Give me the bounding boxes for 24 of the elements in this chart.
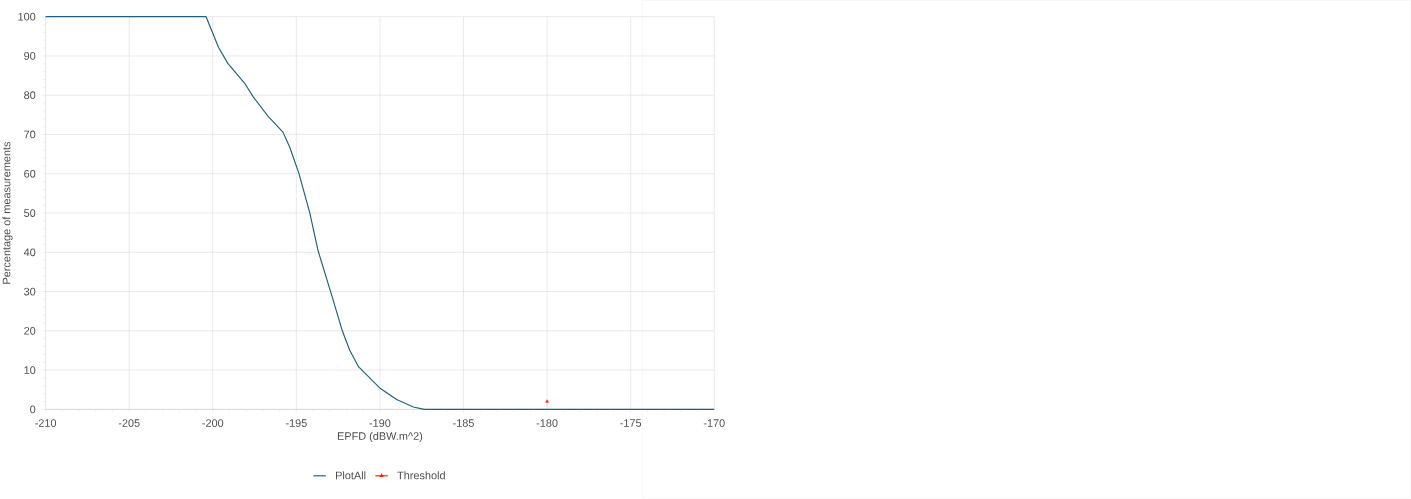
legend-label: PlotAll [336,471,366,480]
x-tick-label: -200 [202,419,224,428]
x-tick-label: -180 [536,419,558,428]
y-tick-label: 30 [24,287,36,296]
x-tick-label: -190 [369,419,391,428]
y-tick-label: 40 [23,248,36,257]
x-axis-title: EPFD (dBW.m^2) [337,432,423,443]
y-tick-label: 60 [24,170,36,178]
y-tick-label: 80 [24,91,36,100]
y-tick-label: 0 [30,405,36,414]
y-tick-label: 10 [24,366,36,375]
x-tick-label: -210 [35,419,57,428]
y-tick-label: 50 [24,209,36,218]
y-tick-label: 90 [24,52,36,61]
x-tick-label: -175 [620,419,642,427]
legend-label: Threshold [397,471,445,480]
x-tick-label: -195 [285,419,307,428]
y-axis-title: Percentage of measurements [2,142,13,284]
x-tick-label: -205 [118,419,140,428]
y-tick-label: 20 [24,327,36,335]
x-tick-label: -185 [453,419,474,428]
y-tick-label: 70 [24,130,36,139]
y-tick-label: 100 [18,13,36,21]
x-tick-label: -170 [703,419,725,428]
